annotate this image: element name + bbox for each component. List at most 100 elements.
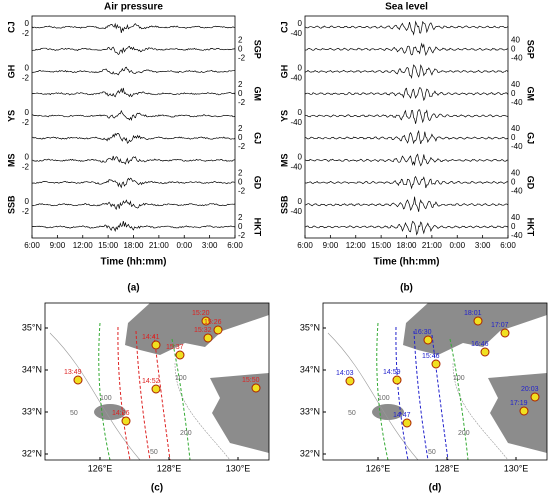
station-dot: [519, 406, 529, 416]
wavefront: [395, 326, 409, 461]
panel-letter: (c): [151, 483, 163, 494]
y-tick-label: -40: [290, 29, 302, 38]
station-label: GH: [6, 65, 16, 79]
depth-label: 50: [70, 410, 78, 417]
arrival-time: 18:01: [464, 310, 482, 317]
waveform: [31, 177, 236, 189]
arrival-time: 16:46: [471, 341, 489, 348]
arrival-time: 15:26: [204, 319, 222, 326]
lon-label: 128°E: [435, 463, 460, 473]
y-tick-label: 0: [238, 89, 243, 98]
y-tick-label: 0: [25, 108, 30, 117]
station-label: SSB: [279, 195, 289, 214]
y-tick-label: 0: [238, 44, 243, 53]
station-dot: [423, 335, 433, 345]
x-tick-label: 3:00: [202, 241, 218, 250]
wavefront: [153, 334, 171, 461]
y-tick-label: 0: [238, 222, 243, 231]
panel-title: Sea level: [385, 2, 428, 13]
station-label: GH: [279, 65, 289, 79]
station-label: YS: [279, 110, 289, 122]
wavefront: [135, 330, 151, 461]
x-tick-label: 9:00: [50, 241, 66, 250]
lon-label: 130°E: [226, 463, 251, 473]
depth-label: 100: [175, 375, 187, 382]
y-tick-label: -2: [238, 53, 246, 62]
station-dot: [151, 384, 161, 394]
y-tick-label: 0: [238, 178, 243, 187]
waveform: [304, 129, 509, 145]
arrival-time: 14:41: [142, 334, 160, 341]
station-label: GD: [526, 176, 536, 190]
station-dot: [480, 347, 490, 357]
land: [488, 373, 547, 453]
station-label: GM: [253, 86, 263, 101]
map-frame: [322, 302, 548, 461]
x-tick-label: 6:00: [297, 241, 313, 250]
depth-label: 100: [453, 375, 465, 382]
y-tick-label: 40: [511, 169, 520, 178]
station-label: GJ: [526, 132, 536, 144]
waveform: [304, 87, 509, 102]
arrival-time: 15:20: [192, 310, 210, 317]
y-tick-label: 0: [298, 64, 303, 73]
arrival-time: 14:52: [142, 378, 160, 385]
station-dot: [73, 375, 83, 385]
map-frame: [44, 302, 270, 461]
waveform: [32, 155, 236, 165]
depth-label: 50: [428, 449, 436, 456]
y-tick-label: 2: [238, 169, 243, 178]
wavefront: [431, 334, 449, 461]
arrival-time: 15:46: [422, 353, 440, 360]
panel-title: Air pressure: [104, 2, 163, 13]
station-dot: [121, 416, 131, 426]
y-tick-label: 0: [25, 197, 30, 206]
isobath: [452, 362, 509, 461]
panel-letter: (d): [429, 483, 442, 494]
arrival-time: 17:19: [510, 400, 528, 407]
wavefront: [98, 322, 111, 461]
lon-label: 126°E: [88, 463, 113, 473]
waveform: [304, 20, 509, 36]
x-tick-label: 0:00: [176, 241, 192, 250]
y-tick-label: -40: [290, 74, 302, 83]
lat-label: 34°N: [300, 364, 320, 374]
waveform: [31, 132, 236, 144]
station-dot: [431, 359, 441, 369]
y-tick-label: 40: [511, 35, 520, 44]
y-tick-label: 2: [238, 124, 243, 133]
lat-label: 32°N: [22, 448, 42, 458]
lat-label: 35°N: [22, 322, 42, 332]
depth-label: 100: [378, 395, 390, 402]
y-tick-label: 0: [25, 19, 30, 28]
waveform: [31, 22, 236, 33]
lat-label: 35°N: [300, 322, 320, 332]
wavefront: [117, 326, 131, 461]
station-label: MS: [279, 154, 289, 168]
x-tick-label: 15:00: [371, 241, 392, 250]
station-dot: [175, 350, 185, 360]
arrival-time: 14:59: [383, 369, 401, 376]
map: [323, 303, 547, 461]
station-label: SSB: [6, 195, 16, 214]
station-dot: [345, 376, 355, 386]
x-tick-label: 18:00: [123, 241, 144, 250]
lon-label: 126°E: [366, 463, 391, 473]
station-label: CJ: [6, 21, 16, 33]
waveform: [304, 153, 508, 167]
x-tick-label: 3:00: [475, 241, 491, 250]
x-axis-label: Time (hh:mm): [374, 257, 440, 268]
station-dot: [201, 316, 211, 326]
y-tick-label: 40: [511, 80, 520, 89]
depth-label: 50: [150, 449, 158, 456]
lon-label: 130°E: [504, 463, 529, 473]
y-tick-label: -2: [238, 231, 246, 240]
map: [45, 303, 269, 461]
station-dot: [213, 325, 223, 335]
y-tick-label: 0: [511, 178, 516, 187]
land: [210, 373, 269, 453]
lon-label: 128°E: [157, 463, 182, 473]
waveform: [304, 196, 509, 212]
x-tick-label: 21:00: [422, 241, 443, 250]
y-tick-label: -2: [22, 74, 30, 83]
